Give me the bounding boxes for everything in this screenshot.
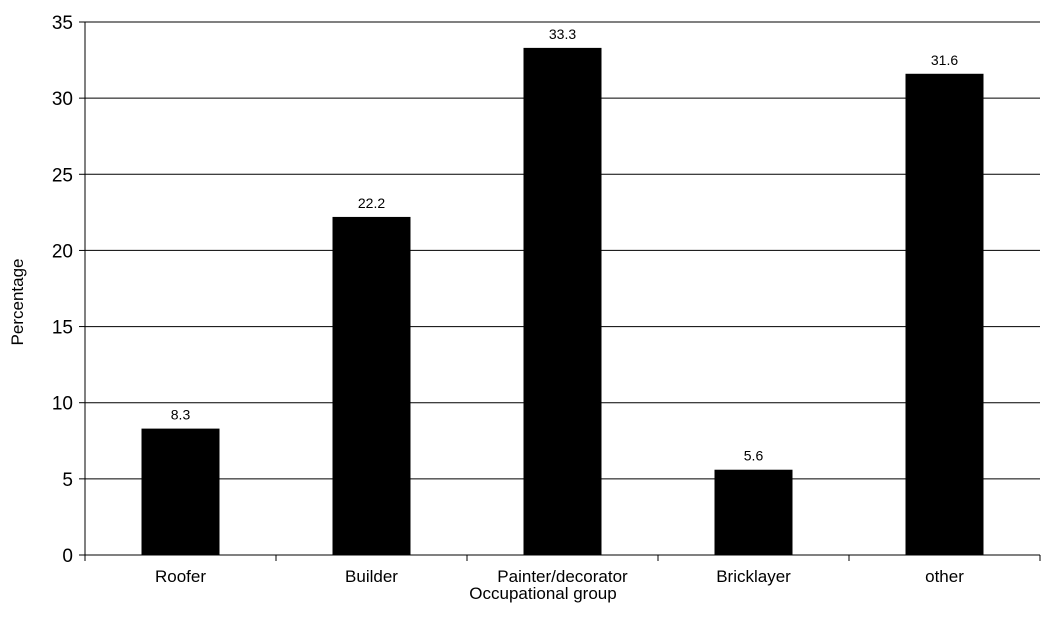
x-category-label: Bricklayer [716,567,791,586]
bar [905,73,984,555]
y-axis-title: Percentage [8,259,27,346]
y-tick-label: 0 [62,546,73,567]
data-label: 22.2 [358,195,385,211]
y-tick-label: 35 [52,13,73,34]
bar [141,428,220,555]
bars [141,47,984,555]
data-label: 8.3 [171,407,191,423]
data-label: 33.3 [549,26,576,42]
y-tick-label: 20 [52,241,73,262]
x-axis-title: Occupational group [469,584,616,603]
y-tick-labels: 0 5 10 15 20 25 30 35 [52,13,73,567]
y-tick-label: 10 [52,394,73,415]
y-tick-label: 5 [62,470,73,491]
x-category-label: Painter/decorator [497,567,628,586]
x-category-labels: Roofer Builder Painter/decorator Bricklayer… [155,567,964,586]
data-labels: 8.3 22.2 33.3 5.6 31.6 [171,26,959,464]
data-label: 5.6 [744,448,764,464]
bar [714,469,793,555]
x-category-label: Builder [345,567,398,586]
y-tick-label: 25 [52,165,73,186]
y-tick-label: 15 [52,318,73,339]
x-category-label: other [925,567,964,586]
y-tick-label: 30 [52,89,73,110]
x-category-label: Roofer [155,567,206,586]
bar [332,216,411,555]
data-label: 31.6 [931,52,958,68]
bar [523,47,602,555]
axes [79,21,1041,561]
